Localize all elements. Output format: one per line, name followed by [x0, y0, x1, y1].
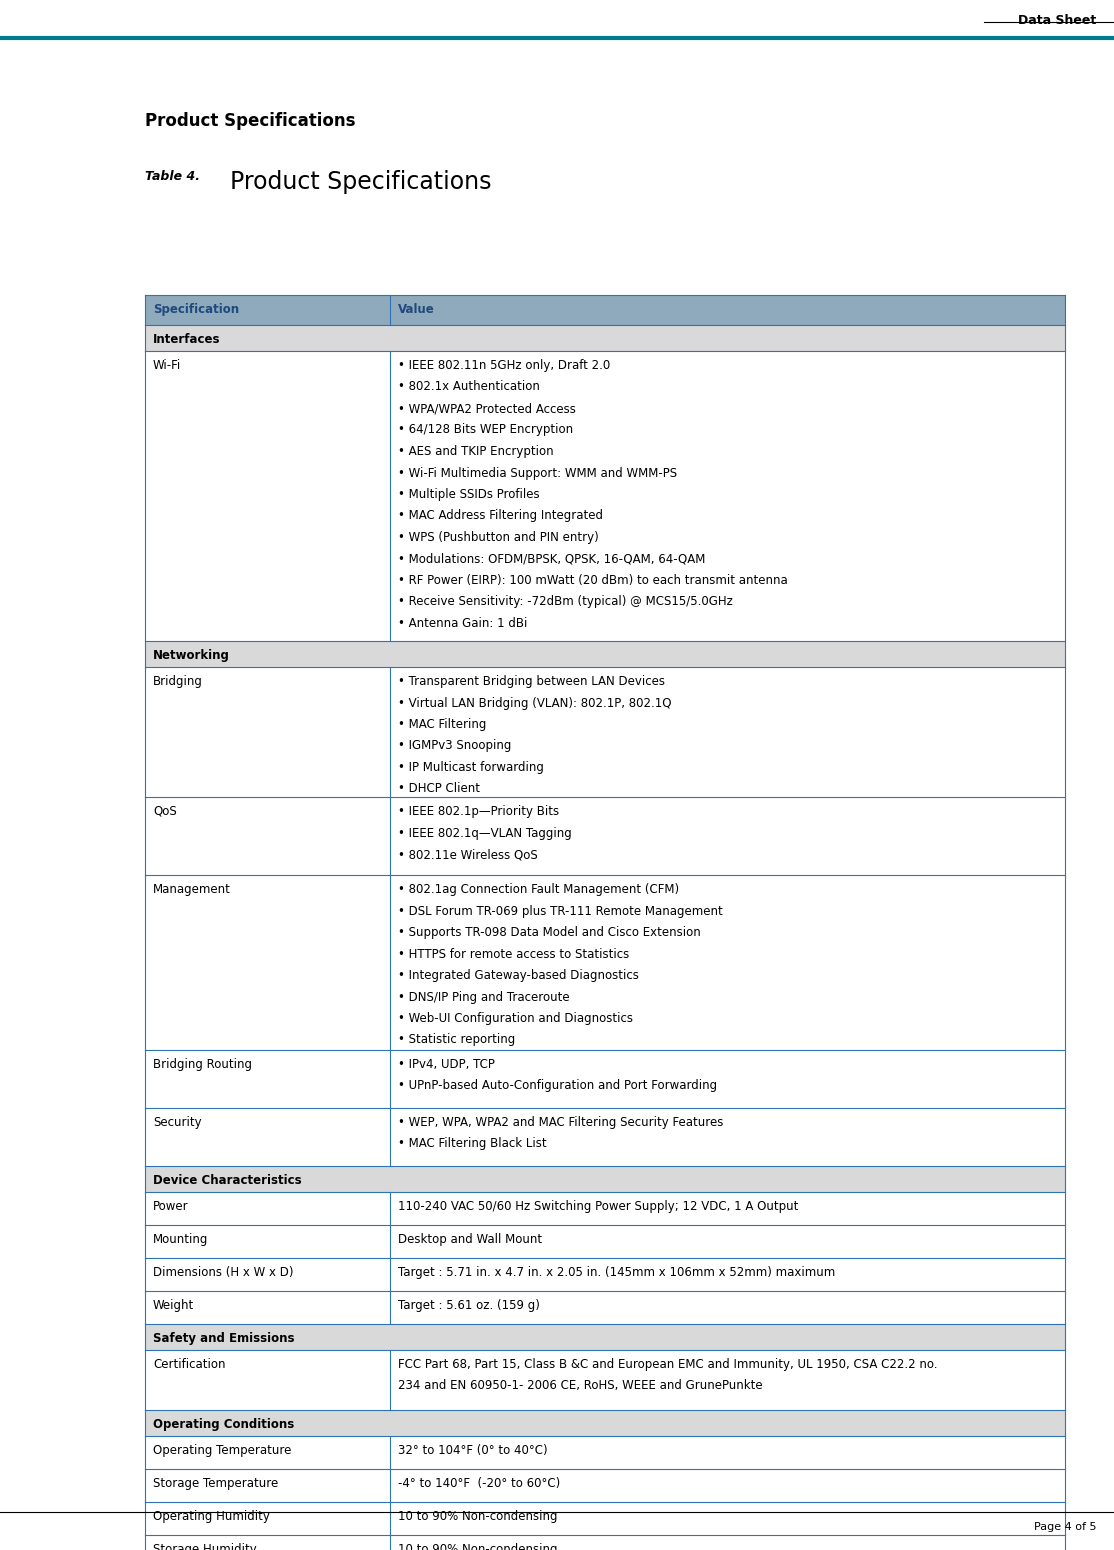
Bar: [145, 1108, 1065, 1166]
Text: Management: Management: [153, 883, 231, 896]
Text: Wi-Fi: Wi-Fi: [153, 360, 182, 372]
Bar: [145, 1192, 1065, 1224]
Text: • IPv4, UDP, TCP
• UPnP-based Auto-Configuration and Port Forwarding: • IPv4, UDP, TCP • UPnP-based Auto-Confi…: [398, 1059, 717, 1093]
Text: 10 to 90% Non-condensing: 10 to 90% Non-condensing: [398, 1510, 557, 1524]
Bar: [145, 326, 1065, 350]
Text: FCC Part 68, Part 15, Class B &C and European EMC and Immunity, UL 1950, CSA C22: FCC Part 68, Part 15, Class B &C and Eur…: [398, 1358, 938, 1392]
Text: Data Sheet: Data Sheet: [1018, 14, 1096, 26]
Text: Certification: Certification: [153, 1358, 225, 1372]
Text: Value: Value: [398, 302, 434, 316]
Bar: [145, 1049, 1065, 1108]
Text: Interfaces: Interfaces: [153, 333, 221, 346]
Text: • 802.1ag Connection Fault Management (CFM)
• DSL Forum TR-069 plus TR-111 Remot: • 802.1ag Connection Fault Management (C…: [398, 883, 723, 1046]
Text: Page 4 of 5: Page 4 of 5: [1034, 1522, 1096, 1531]
Text: 110-240 VAC 50/60 Hz Switching Power Supply; 12 VDC, 1 A Output: 110-240 VAC 50/60 Hz Switching Power Sup…: [398, 1200, 799, 1214]
Text: Product Specifications: Product Specifications: [229, 170, 491, 194]
Text: Target : 5.71 in. x 4.7 in. x 2.05 in. (145mm x 106mm x 52mm) maximum: Target : 5.71 in. x 4.7 in. x 2.05 in. (…: [398, 1266, 836, 1279]
Text: Target : 5.61 oz. (159 g): Target : 5.61 oz. (159 g): [398, 1299, 540, 1311]
Bar: [145, 294, 1065, 326]
Text: QoS: QoS: [153, 804, 177, 818]
Text: Storage Humidity: Storage Humidity: [153, 1542, 256, 1550]
Bar: [145, 642, 1065, 666]
Text: Bridging Routing: Bridging Routing: [153, 1059, 252, 1071]
Text: 32° to 104°F (0° to 40°C): 32° to 104°F (0° to 40°C): [398, 1445, 548, 1457]
Bar: [145, 1324, 1065, 1350]
Text: • Transparent Bridging between LAN Devices
• Virtual LAN Bridging (VLAN): 802.1P: • Transparent Bridging between LAN Devic…: [398, 674, 672, 795]
Text: Safety and Emissions: Safety and Emissions: [153, 1331, 294, 1345]
Bar: [145, 1435, 1065, 1469]
Bar: [145, 1291, 1065, 1324]
Text: Weight: Weight: [153, 1299, 194, 1311]
Text: • IEEE 802.1p—Priority Bits
• IEEE 802.1q—VLAN Tagging
• 802.11e Wireless QoS: • IEEE 802.1p—Priority Bits • IEEE 802.1…: [398, 804, 571, 860]
Bar: [145, 1224, 1065, 1259]
Text: Operating Conditions: Operating Conditions: [153, 1418, 294, 1431]
Text: Operating Temperature: Operating Temperature: [153, 1445, 292, 1457]
Text: Dimensions (H x W x D): Dimensions (H x W x D): [153, 1266, 293, 1279]
Text: Operating Humidity: Operating Humidity: [153, 1510, 270, 1524]
Text: Desktop and Wall Mount: Desktop and Wall Mount: [398, 1232, 543, 1246]
Bar: [145, 666, 1065, 797]
Bar: [145, 1534, 1065, 1550]
Bar: [145, 350, 1065, 642]
Text: Product Specifications: Product Specifications: [145, 112, 355, 130]
Text: Table 4.: Table 4.: [145, 170, 201, 183]
Bar: [145, 797, 1065, 876]
Text: -4° to 140°F  (-20° to 60°C): -4° to 140°F (-20° to 60°C): [398, 1477, 560, 1490]
Text: Bridging: Bridging: [153, 674, 203, 688]
Text: Mounting: Mounting: [153, 1232, 208, 1246]
Text: 10 to 90% Non-condensing: 10 to 90% Non-condensing: [398, 1542, 557, 1550]
Bar: [145, 1259, 1065, 1291]
Text: Power: Power: [153, 1200, 188, 1214]
Text: Networking: Networking: [153, 649, 229, 662]
Text: Specification: Specification: [153, 302, 240, 316]
Bar: [145, 1502, 1065, 1534]
Text: Storage Temperature: Storage Temperature: [153, 1477, 278, 1490]
Text: • WEP, WPA, WPA2 and MAC Filtering Security Features
• MAC Filtering Black List: • WEP, WPA, WPA2 and MAC Filtering Secur…: [398, 1116, 723, 1150]
Bar: [145, 1350, 1065, 1410]
Bar: [145, 1410, 1065, 1435]
Text: Device Characteristics: Device Characteristics: [153, 1173, 302, 1187]
Bar: [145, 876, 1065, 1049]
Bar: [145, 1166, 1065, 1192]
Bar: [145, 1469, 1065, 1502]
Text: Security: Security: [153, 1116, 202, 1128]
Text: • IEEE 802.11n 5GHz only, Draft 2.0
• 802.1x Authentication
• WPA/WPA2 Protected: • IEEE 802.11n 5GHz only, Draft 2.0 • 80…: [398, 360, 788, 629]
